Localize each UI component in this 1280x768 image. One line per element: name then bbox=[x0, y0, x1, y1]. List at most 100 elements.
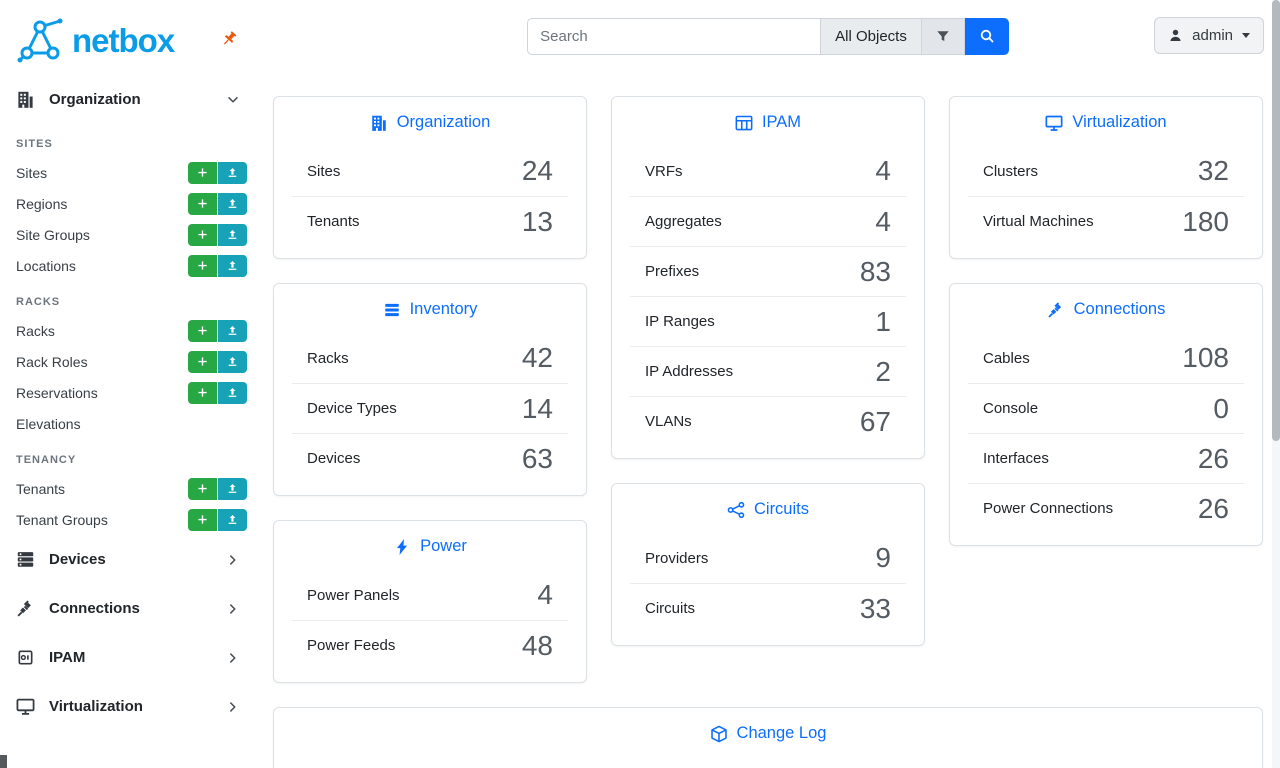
list-icon bbox=[383, 301, 401, 319]
sidebar-item-sites[interactable]: Sites bbox=[16, 164, 48, 181]
sites-import-button[interactable] bbox=[218, 161, 247, 184]
sidebar-row-locations: Locations bbox=[0, 250, 256, 281]
sidebar-item-reservations[interactable]: Reservations bbox=[16, 384, 98, 401]
stat-row-tenants[interactable]: Tenants 13 bbox=[292, 196, 568, 246]
site-groups-add-button[interactable] bbox=[188, 223, 217, 246]
organization-card-body: Sites 24 Tenants 13 bbox=[274, 146, 586, 258]
site-groups-actions bbox=[188, 223, 247, 246]
stat-value: 83 bbox=[859, 255, 891, 287]
stat-row-sites[interactable]: Sites 24 bbox=[292, 146, 568, 196]
main-scrollbar-thumb[interactable] bbox=[1272, 0, 1280, 441]
regions-import-button[interactable] bbox=[218, 192, 247, 215]
stat-row-power-feeds[interactable]: Power Feeds 48 bbox=[292, 620, 568, 670]
stat-value: 4 bbox=[875, 205, 891, 237]
power-card-body: Power Panels 4 Power Feeds 48 bbox=[274, 570, 586, 682]
card-title: Connections bbox=[1073, 300, 1166, 318]
stat-row-power-connections[interactable]: Power Connections 26 bbox=[968, 483, 1244, 533]
sidebar-item-locations[interactable]: Locations bbox=[16, 257, 76, 274]
sidebar-item-devices[interactable]: Devices bbox=[0, 535, 256, 584]
stat-row-prefixes[interactable]: Prefixes 83 bbox=[630, 246, 906, 296]
sidebar-item-racks[interactable]: Racks bbox=[16, 322, 55, 339]
sidebar-item-tenants[interactable]: Tenants bbox=[16, 480, 66, 497]
object-type-dropdown[interactable]: All Objects bbox=[820, 17, 922, 55]
sidebar-item-ipam[interactable]: IPAM bbox=[0, 633, 256, 682]
tenant-groups-add-button[interactable] bbox=[188, 508, 217, 531]
sidebar-item-label: Devices bbox=[49, 551, 106, 568]
sidebar-row-reservations: Reservations bbox=[0, 377, 256, 408]
site-groups-import-button[interactable] bbox=[218, 223, 247, 246]
power-card: Power Power Panels 4 Power Feeds 48 bbox=[273, 520, 587, 683]
stat-row-devices[interactable]: Devices 63 bbox=[292, 433, 568, 483]
sidebar-item-rack-roles[interactable]: Rack Roles bbox=[16, 353, 88, 370]
locations-add-button[interactable] bbox=[188, 254, 217, 277]
upload-icon bbox=[227, 514, 238, 525]
connections-card: Connections Cables 108 Console 0 bbox=[949, 283, 1263, 546]
stat-value: 4 bbox=[537, 579, 553, 610]
stat-row-power-panels[interactable]: Power Panels 4 bbox=[292, 570, 568, 620]
sidebar-item-organization[interactable]: Organization bbox=[0, 76, 256, 123]
sidebar-item-elevations[interactable]: Elevations bbox=[16, 415, 81, 432]
organization-card: Organization Sites 24 Tenants 13 bbox=[273, 96, 587, 259]
stat-label: VRFs bbox=[645, 162, 683, 180]
tenant-groups-import-button[interactable] bbox=[218, 508, 247, 531]
locations-actions bbox=[188, 254, 247, 277]
stat-row-racks[interactable]: Racks 42 bbox=[292, 333, 568, 383]
stat-row-interfaces[interactable]: Interfaces 26 bbox=[968, 433, 1244, 483]
stat-label: Clusters bbox=[983, 162, 1039, 180]
dashboard-column-1: Organization Sites 24 Tenants 13 bbox=[273, 96, 587, 683]
sidebar-item-tenant-groups[interactable]: Tenant Groups bbox=[16, 511, 108, 528]
filter-button[interactable] bbox=[921, 17, 965, 55]
inventory-card-header: Inventory bbox=[274, 284, 586, 333]
user-menu-button[interactable]: admin bbox=[1154, 17, 1264, 54]
reservations-import-button[interactable] bbox=[218, 381, 247, 404]
chevron-right-icon bbox=[226, 602, 240, 616]
rack-roles-add-button[interactable] bbox=[188, 350, 217, 373]
plus-icon bbox=[197, 198, 208, 209]
main-scrollbar[interactable] bbox=[1272, 0, 1280, 768]
username: admin bbox=[1192, 27, 1233, 44]
stat-row-virtual-machines[interactable]: Virtual Machines 180 bbox=[968, 196, 1244, 246]
sidebar-item-virtualization[interactable]: Virtualization bbox=[0, 682, 256, 731]
stat-row-ip-addresses[interactable]: IP Addresses 2 bbox=[630, 346, 906, 396]
stat-row-providers[interactable]: Providers 9 bbox=[630, 533, 906, 583]
stat-label: VLANs bbox=[645, 413, 692, 430]
stat-row-device-types[interactable]: Device Types 14 bbox=[292, 383, 568, 433]
pin-sidebar-button[interactable] bbox=[218, 29, 240, 51]
tenants-add-button[interactable] bbox=[188, 477, 217, 500]
sites-add-button[interactable] bbox=[188, 161, 217, 184]
locations-import-button[interactable] bbox=[218, 254, 247, 277]
stat-row-ip-ranges[interactable]: IP Ranges 1 bbox=[630, 296, 906, 346]
stat-row-circuits[interactable]: Circuits 33 bbox=[630, 583, 906, 633]
stat-row-vlans[interactable]: VLANs 67 bbox=[630, 396, 906, 446]
plus-icon bbox=[197, 325, 208, 336]
netbox-logo[interactable]: netbox bbox=[16, 16, 175, 64]
racks-add-button[interactable] bbox=[188, 319, 217, 342]
stat-row-aggregates[interactable]: Aggregates 4 bbox=[630, 196, 906, 246]
stat-label: IP Ranges bbox=[645, 313, 715, 330]
card-title: Inventory bbox=[409, 300, 478, 318]
plus-icon bbox=[197, 229, 208, 240]
building-icon bbox=[370, 114, 388, 132]
sidebar-scrollbar-thumb[interactable] bbox=[0, 755, 7, 768]
stat-row-cables[interactable]: Cables 108 bbox=[968, 333, 1244, 383]
sites-actions bbox=[188, 161, 247, 184]
plus-icon bbox=[197, 387, 208, 398]
tenants-import-button[interactable] bbox=[218, 477, 247, 500]
reservations-add-button[interactable] bbox=[188, 381, 217, 404]
stat-row-console[interactable]: Console 0 bbox=[968, 383, 1244, 433]
sidebar-item-regions[interactable]: Regions bbox=[16, 195, 68, 212]
sidebar-item-connections[interactable]: Connections bbox=[0, 584, 256, 633]
search-input[interactable] bbox=[527, 17, 821, 55]
sidebar-item-site-groups[interactable]: Site Groups bbox=[16, 226, 90, 243]
ipam-card: IPAM VRFs 4 Aggregates 4 bbox=[611, 96, 925, 459]
racks-import-button[interactable] bbox=[218, 319, 247, 342]
stat-row-vrfs[interactable]: VRFs 4 bbox=[630, 146, 906, 196]
rack-roles-import-button[interactable] bbox=[218, 350, 247, 373]
regions-add-button[interactable] bbox=[188, 192, 217, 215]
regions-actions bbox=[188, 192, 247, 215]
connections-card-header: Connections bbox=[950, 284, 1262, 333]
stat-row-clusters[interactable]: Clusters 32 bbox=[968, 146, 1244, 196]
search-button[interactable] bbox=[964, 17, 1009, 55]
share-icon bbox=[727, 501, 745, 519]
stat-label: Power Feeds bbox=[307, 637, 396, 654]
